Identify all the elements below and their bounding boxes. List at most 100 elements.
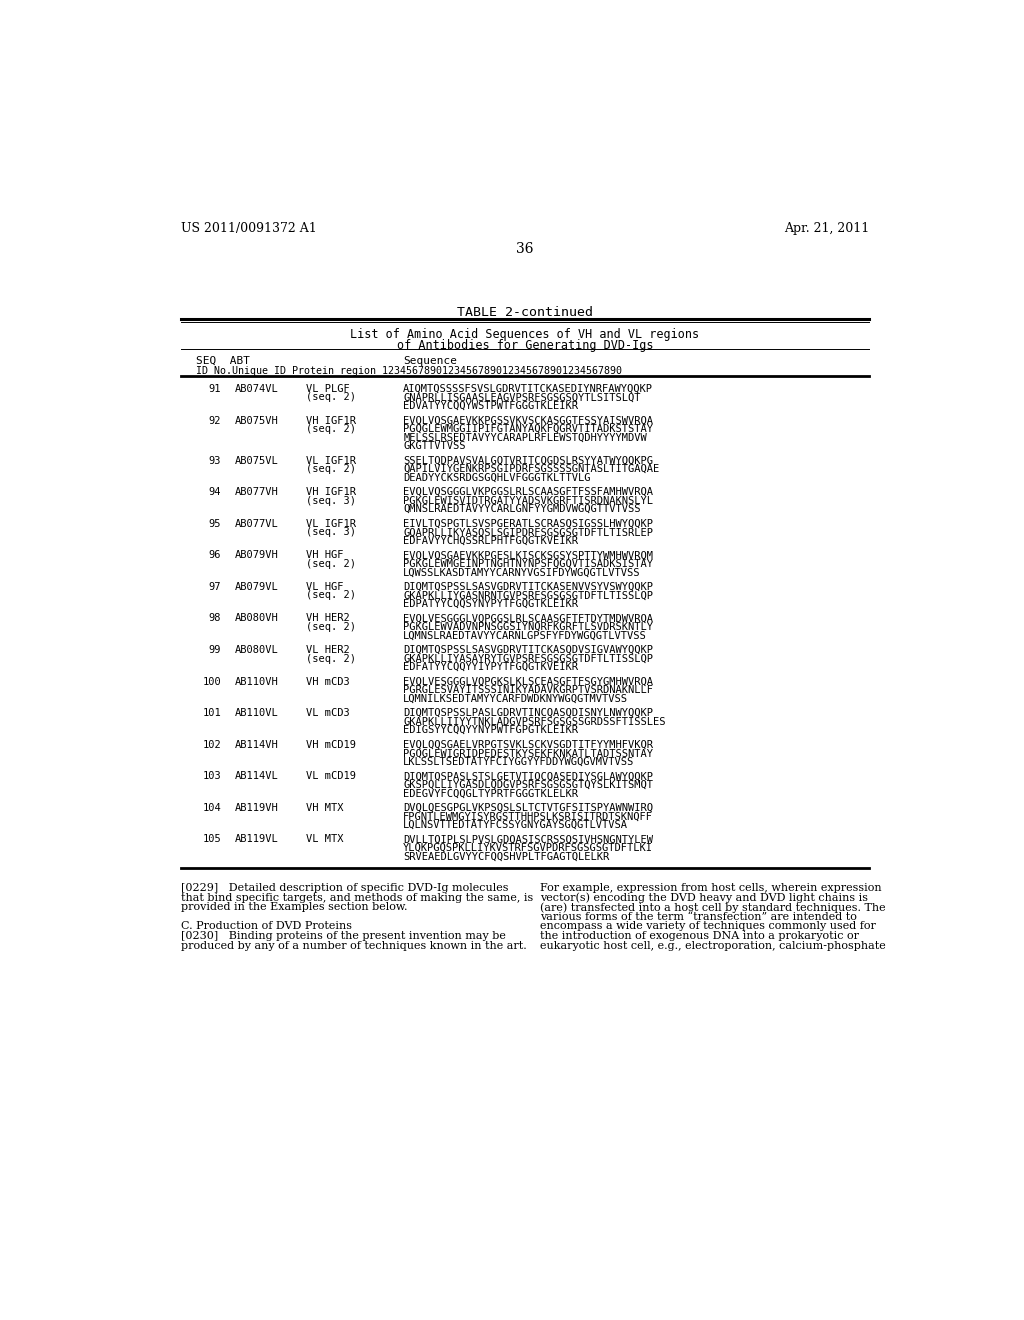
Text: LQWSSLKASDTAMYYCARNYVGSIFDYWGQGTLVTVSS: LQWSSLKASDTAMYYCARNYVGSIFDYWGQGTLVTVSS: [403, 568, 641, 577]
Text: PGKGLEWISVIDTRGATYYADSVKGRFTISRDNAKNSLYL: PGKGLEWISVIDTRGATYYADSVKGRFTISRDNAKNSLYL: [403, 496, 653, 506]
Text: EDFATYYCQQYYIYPYTFGQGTKVEIKR: EDFATYYCQQYYIYPYTFGQGTKVEIKR: [403, 663, 579, 672]
Text: 97: 97: [209, 582, 221, 591]
Text: (seq. 3): (seq. 3): [306, 527, 356, 537]
Text: vector(s) encoding the DVD heavy and DVD light chains is: vector(s) encoding the DVD heavy and DVD…: [541, 892, 868, 903]
Text: EVQLVESGGGLVQPGGSLRLSCAASGFTFTDYTMDWVRQA: EVQLVESGGGLVQPGGSLRLSCAASGFTFTDYTMDWVRQA: [403, 614, 653, 623]
Text: encompass a wide variety of techniques commonly used for: encompass a wide variety of techniques c…: [541, 921, 877, 932]
Text: EVQLVQSGAEVKKPGESLKISCKSGSYSPTTYWMHWVRQM: EVQLVQSGAEVKKPGESLKISCKSGSYSPTTYWMHWVRQM: [403, 550, 653, 560]
Text: VL HER2: VL HER2: [306, 645, 350, 655]
Text: EDPATYYCQQSYNYPYTFGQGTKLEIKR: EDPATYYCQQSYNYPYTFGQGTKLEIKR: [403, 599, 579, 609]
Text: (seq. 3): (seq. 3): [306, 496, 356, 506]
Text: AB114VL: AB114VL: [234, 771, 279, 781]
Text: 101: 101: [203, 708, 221, 718]
Text: 91: 91: [209, 384, 221, 393]
Text: EVQLVESGGGLVQPGKSLKLSCEASGFTFSGYGMHWVRQA: EVQLVESGGGLVQPGKSLKLSCEASGFTFSGYGMHWVRQA: [403, 677, 653, 686]
Text: LQLNSVTTEDTATYFCSSYGNYGAYSGQGTLVTVSA: LQLNSVTTEDTATYFCSSYGNYGAYSGQGTLVTVSA: [403, 820, 628, 830]
Text: AB077VH: AB077VH: [234, 487, 279, 498]
Text: EDEGVYFCQQGLTYPRTFGGGTKLELKR: EDEGVYFCQQGLTYPRTFGGGTKLELKR: [403, 788, 579, 799]
Text: VH mCD3: VH mCD3: [306, 677, 350, 686]
Text: GQAPRLLIKYASQSLSGIPDRFSGSGSGTDFTLTISRLEP: GQAPRLLIKYASQSLSGIPDRFSGSGSGTDFTLTISRLEP: [403, 527, 653, 537]
Text: AB119VH: AB119VH: [234, 803, 279, 813]
Text: PGKGLEWMGEINPTNGHTNYNPSFQGQVTISADKSISTAY: PGKGLEWMGEINPTNGHTNYNPSFQGQVTISADKSISTAY: [403, 558, 653, 569]
Text: 99: 99: [209, 645, 221, 655]
Text: VL IGF1R: VL IGF1R: [306, 455, 356, 466]
Text: VL IGF1R: VL IGF1R: [306, 519, 356, 529]
Text: For example, expression from host cells, wherein expression: For example, expression from host cells,…: [541, 883, 882, 892]
Text: AIQMTQSSSSFSVSLGDRVTITCKASEDIYNRFAWYQQKP: AIQMTQSSSSFSVSLGDRVTITCKASEDIYNRFAWYQQKP: [403, 384, 653, 393]
Text: DIQMTQSPSSLSASVGDRVTITCKASQDVSIGVAWYQQKP: DIQMTQSPSSLSASVGDRVTITCKASQDVSIGVAWYQQKP: [403, 645, 653, 655]
Text: ID No.Unique ID Protein region 1234567890123456789012345678901234567890: ID No.Unique ID Protein region 123456789…: [197, 366, 623, 375]
Text: (seq. 2): (seq. 2): [306, 392, 356, 403]
Text: TABLE 2-continued: TABLE 2-continued: [457, 306, 593, 319]
Text: GKGTTVTVSS: GKGTTVTVSS: [403, 441, 466, 451]
Text: FPGNTLEWMGYISYRGSTTHHPSLKSRISITRDTSKNQFF: FPGNTLEWMGYISYRGSTTHHPSLKSRISITRDTSKNQFF: [403, 812, 653, 821]
Text: EDVATYYCQQYWSTPWTFGGGTKLEIKR: EDVATYYCQQYWSTPWTFGGGTKLEIKR: [403, 401, 579, 411]
Text: 103: 103: [203, 771, 221, 781]
Text: 95: 95: [209, 519, 221, 529]
Text: DIQMTQSPSSLPASLGDRVTINCQASQDISNYLNWYQQKP: DIQMTQSPSSLPASLGDRVTINCQASQDISNYLNWYQQKP: [403, 708, 653, 718]
Text: VH IGF1R: VH IGF1R: [306, 416, 356, 425]
Text: LQMNILKSEDTAMYYCARFDWDKNYWGQGTMVTVSS: LQMNILKSEDTAMYYCARFDWDKNYWGQGTMVTVSS: [403, 693, 628, 704]
Text: VL mCD19: VL mCD19: [306, 771, 356, 781]
Text: MELSSLRSEDTAVYYCARAPLRFLEWSTQDHYYYYMDVW: MELSSLRSEDTAVYYCARAPLRFLEWSTQDHYYYYMDVW: [403, 433, 647, 442]
Text: [0230]   Binding proteins of the present invention may be: [0230] Binding proteins of the present i…: [180, 931, 506, 941]
Text: GKAPKLLIYGASNRNTGVPSRFSGSGSGTDFTLTISSLQP: GKAPKLLIYGASNRNTGVPSRFSGSGSGTDFTLTISSLQP: [403, 590, 653, 601]
Text: 94: 94: [209, 487, 221, 498]
Text: 102: 102: [203, 739, 221, 750]
Text: EVQLVQSGAEVKKPGSSVKVSCKASGGTFSSYAISWVRQA: EVQLVQSGAEVKKPGSSVKVSCKASGGTFSSYAISWVRQA: [403, 416, 653, 425]
Text: QMNSLRAEDTAVYYCARLGNFYYGMDVWGQGTTVTVSS: QMNSLRAEDTAVYYCARLGNFYYGMDVWGQGTTVTVSS: [403, 504, 641, 513]
Text: SEQ  ABT: SEQ ABT: [197, 355, 250, 366]
Text: (are) transfected into a host cell by standard techniques. The: (are) transfected into a host cell by st…: [541, 903, 886, 913]
Text: Apr. 21, 2011: Apr. 21, 2011: [783, 222, 869, 235]
Text: DVLLTQIPLSLPVSLGDQASISCRSSQSIVHSNGNTYLEW: DVLLTQIPLSLPVSLGDQASISCRSSQSIVHSNGNTYLEW: [403, 834, 653, 845]
Text: produced by any of a number of techniques known in the art.: produced by any of a number of technique…: [180, 941, 526, 950]
Text: DIQMTQSPASLSTSLGETVTIQCQASEDIYSGLAWYQQKP: DIQMTQSPASLSTSLGETVTIQCQASEDIYSGLAWYQQKP: [403, 771, 653, 781]
Text: C. Production of DVD Proteins: C. Production of DVD Proteins: [180, 921, 351, 932]
Text: US 2011/0091372 A1: US 2011/0091372 A1: [180, 222, 316, 235]
Text: GKAPKLLIIYYTNKLADGVPSRFSGSGSSGRDSSFTISSLES: GKAPKLLIIYYTNKLADGVPSRFSGSGSSGRDSSFTISSL…: [403, 717, 666, 726]
Text: AB075VL: AB075VL: [234, 455, 279, 466]
Text: AB110VH: AB110VH: [234, 677, 279, 686]
Text: eukaryotic host cell, e.g., electroporation, calcium-phosphate: eukaryotic host cell, e.g., electroporat…: [541, 941, 886, 950]
Text: GNAPRLLISGAASLEAGVPSRFSGSGSQYTLSITSLQT: GNAPRLLISGAASLEAGVPSRFSGSGSQYTLSITSLQT: [403, 392, 641, 403]
Text: VL MTX: VL MTX: [306, 834, 344, 845]
Text: AB080VL: AB080VL: [234, 645, 279, 655]
Text: QAPILVIYGENKRPSGIPDRFSGSSSSGNTASLTITGAQAE: QAPILVIYGENKRPSGIPDRFSGSSSSGNTASLTITGAQA…: [403, 465, 659, 474]
Text: AB074VL: AB074VL: [234, 384, 279, 393]
Text: (seq. 2): (seq. 2): [306, 590, 356, 601]
Text: SSELTQDPAVSVALGQTVRITCQGDSLRSYYATWYQQKPG: SSELTQDPAVSVALGQTVRITCQGDSLRSYYATWYQQKPG: [403, 455, 653, 466]
Text: AB119VL: AB119VL: [234, 834, 279, 845]
Text: 100: 100: [203, 677, 221, 686]
Text: DEADYYCKSRDGSGQHLVFGGGTKLTTVLG: DEADYYCKSRDGSGQHLVFGGGTKLTTVLG: [403, 473, 591, 483]
Text: of Antibodies for Generating DVD-Igs: of Antibodies for Generating DVD-Igs: [396, 339, 653, 351]
Text: LKLSSLTSEDTATYFCIYGGYYFDDYWGQGVMVTVSS: LKLSSLTSEDTATYFCIYGGYYFDDYWGQGVMVTVSS: [403, 756, 635, 767]
Text: provided in the Examples section below.: provided in the Examples section below.: [180, 903, 408, 912]
Text: 105: 105: [203, 834, 221, 845]
Text: PGRGLESVAYITSSSINIKYADAVKGRPTVSRDNAKNLLF: PGRGLESVAYITSSSINIKYADAVKGRPTVSRDNAKNLLF: [403, 685, 653, 696]
Text: [0229]   Detailed description of specific DVD-Ig molecules: [0229] Detailed description of specific …: [180, 883, 508, 892]
Text: AB110VL: AB110VL: [234, 708, 279, 718]
Text: VH HER2: VH HER2: [306, 614, 350, 623]
Text: (seq. 2): (seq. 2): [306, 622, 356, 632]
Text: EIVLTQSPGTLSVSPGERATLSCRASQSIGSSLHWYQQKP: EIVLTQSPGTLSVSPGERATLSCRASQSIGSSLHWYQQKP: [403, 519, 653, 529]
Text: Sequence: Sequence: [403, 355, 457, 366]
Text: SRVEAEDLGVYYCFQQSHVPLTFGAGTQLELKR: SRVEAEDLGVYYCFQQSHVPLTFGAGTQLELKR: [403, 851, 609, 862]
Text: VH HGF: VH HGF: [306, 550, 344, 560]
Text: EDFAVYYCHQSSRLPHTFGQGTKVEIKR: EDFAVYYCHQSSRLPHTFGQGTKVEIKR: [403, 536, 579, 545]
Text: that bind specific targets, and methods of making the same, is: that bind specific targets, and methods …: [180, 892, 532, 903]
Text: various forms of the term “transfection” are intended to: various forms of the term “transfection”…: [541, 912, 857, 921]
Text: VL PLGF: VL PLGF: [306, 384, 350, 393]
Text: (seq. 2): (seq. 2): [306, 465, 356, 474]
Text: GKSPQLLIYGASDLQDGVPSRFSGSGSGTQYSLKITSMQT: GKSPQLLIYGASDLQDGVPSRFSGSGSGTQYSLKITSMQT: [403, 780, 653, 789]
Text: YLQKPGQSPKLLIYKVSTRFSGVPDRFSGSGSGTDFTLKI: YLQKPGQSPKLLIYKVSTRFSGVPDRFSGSGSGTDFTLKI: [403, 843, 653, 853]
Text: VH MTX: VH MTX: [306, 803, 344, 813]
Text: (seq. 2): (seq. 2): [306, 653, 356, 664]
Text: DVQLQESGPGLVKPSQSLSLTCTVTGFSITSPYAWNWIRQ: DVQLQESGPGLVKPSQSLSLTCTVTGFSITSPYAWNWIRQ: [403, 803, 653, 813]
Text: 93: 93: [209, 455, 221, 466]
Text: EVQLQQSGAELVRPGTSVKLSCKVSGDTITFYYMHFVKQR: EVQLQQSGAELVRPGTSVKLSCKVSGDTITFYYMHFVKQR: [403, 739, 653, 750]
Text: List of Amino Acid Sequences of VH and VL regions: List of Amino Acid Sequences of VH and V…: [350, 327, 699, 341]
Text: EVQLVQSGGGLVKPGGSLRLSCAASGFTFSSFAMHWVRQA: EVQLVQSGGGLVKPGGSLRLSCAASGFTFSSFAMHWVRQA: [403, 487, 653, 498]
Text: (seq. 2): (seq. 2): [306, 558, 356, 569]
Text: 92: 92: [209, 416, 221, 425]
Text: 104: 104: [203, 803, 221, 813]
